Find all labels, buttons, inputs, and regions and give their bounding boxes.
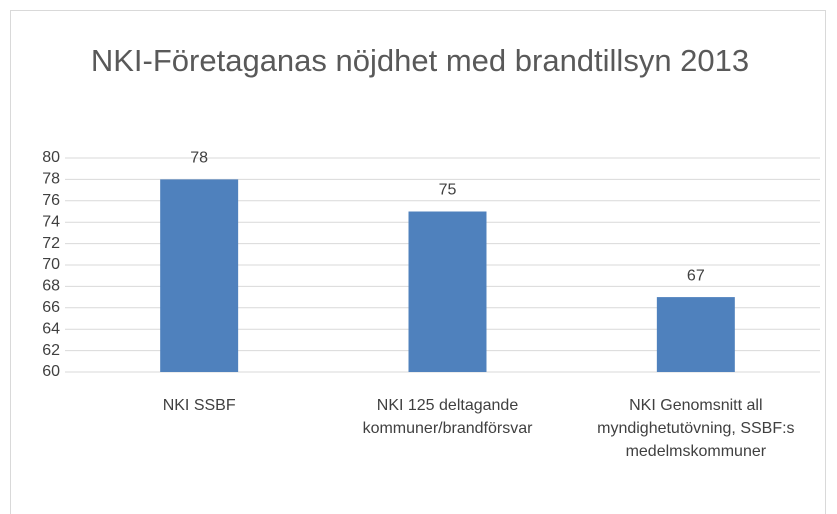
y-tick-label: 60 [42, 363, 60, 380]
x-tick-label: NKI Genomsnitt all myndighetutövning, SS… [597, 397, 795, 460]
y-tick-label: 76 [42, 192, 60, 209]
bar [656, 297, 735, 372]
y-tick-label: 64 [42, 320, 60, 337]
bar [408, 211, 487, 372]
y-tick-label: 68 [42, 278, 60, 295]
bar [160, 179, 239, 372]
data-label: 78 [190, 150, 208, 167]
y-tick-label: 72 [42, 235, 60, 252]
data-label: 75 [439, 182, 457, 199]
y-tick-label: 70 [42, 256, 60, 273]
x-tick-label: NKI 125 deltagande kommuner/brandförsvar [362, 397, 533, 437]
y-tick-label: 80 [42, 149, 60, 166]
y-tick-label: 74 [42, 213, 60, 230]
x-tick-label: NKI SSBF [162, 397, 236, 414]
chart-title: NKI-Företaganas nöjdhet med brandtillsyn… [90, 43, 750, 78]
y-tick-label: 66 [42, 299, 60, 316]
chart-border [10, 10, 826, 514]
data-label: 67 [687, 267, 705, 284]
y-tick-label: 62 [42, 342, 60, 359]
y-tick-label: 78 [42, 171, 60, 188]
